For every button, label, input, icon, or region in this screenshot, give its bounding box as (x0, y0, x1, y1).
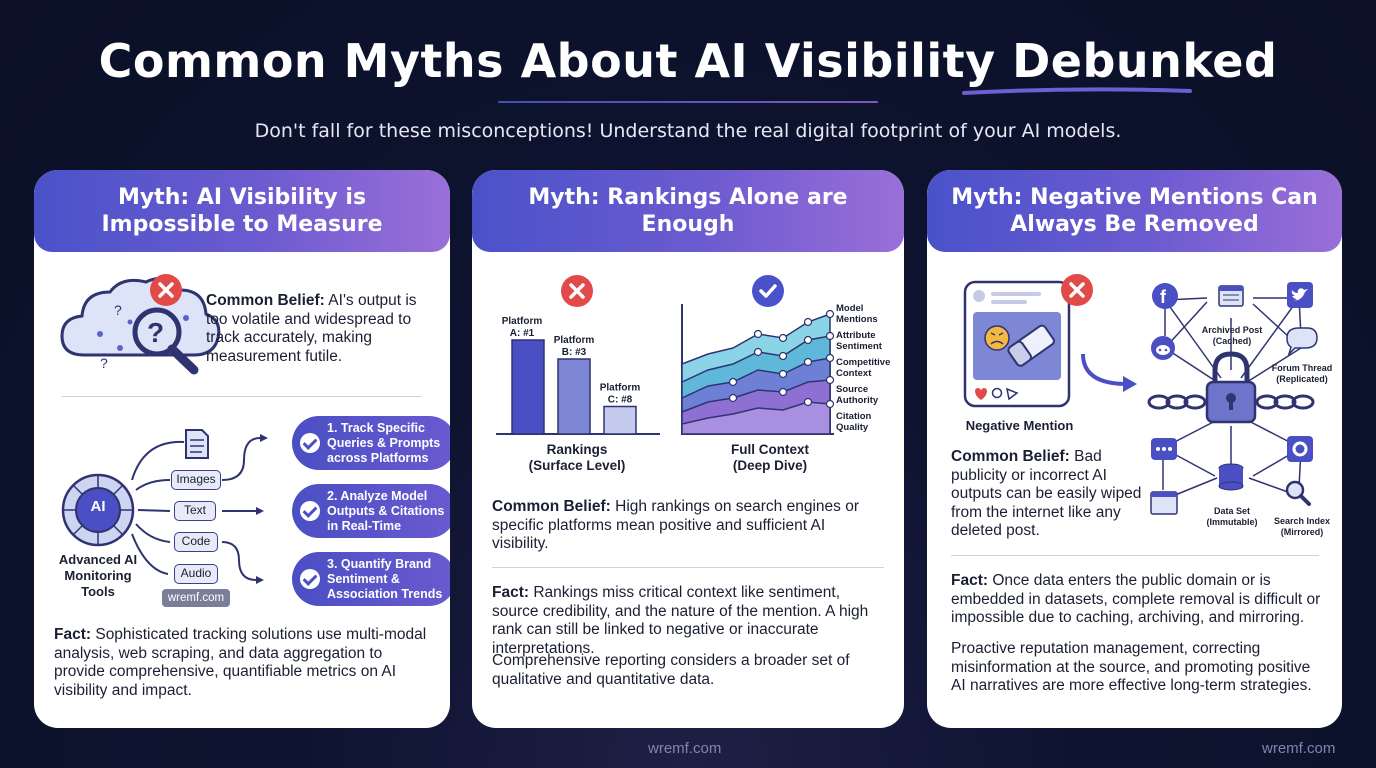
fact-text: Once data enters the public domain or is… (951, 572, 1321, 626)
svg-text:f: f (1160, 287, 1167, 307)
error-x-icon (1061, 274, 1093, 306)
svg-text:?: ? (100, 355, 108, 371)
ranking-bar-label: Platform (502, 316, 543, 327)
common-belief: Common Belief: AI's output is too volati… (206, 292, 426, 366)
fact-label: Fact: (54, 626, 92, 643)
ranking-bar-label: A: #1 (510, 328, 535, 339)
input-tag-audio: Audio (174, 564, 218, 584)
step-quantify-sentiment: 3. Quantify Brand Sentiment & Associatio… (292, 552, 450, 606)
input-tag-images: Images (171, 470, 221, 490)
cloud-search-icon: ? ? ? ? (60, 276, 221, 375)
step-label: 2. Analyze Model Outputs & Citations in … (327, 489, 445, 533)
page-subtitle: Don't fall for these misconceptions! Und… (254, 120, 1122, 142)
card-title: Myth: Negative Mentions Can Always Be Re… (927, 170, 1342, 252)
fact-text: Sophisticated tracking solutions use mul… (54, 626, 427, 699)
step-analyze-outputs: 2. Analyze Model Outputs & Citations in … (292, 484, 450, 538)
extra-note: Proactive reputation management, correct… (951, 640, 1312, 694)
divider (951, 555, 1319, 556)
input-tag-text: Text (174, 501, 216, 521)
svg-text:?: ? (147, 317, 164, 348)
arrow-right-icon (1081, 353, 1137, 392)
common-belief: Common Belief: High rankings on search e… (492, 498, 882, 554)
diagram-watermark: wremf.com (162, 589, 230, 607)
layer-label: Model Mentions (836, 303, 878, 325)
rankings-caption: Rankings (Surface Level) (512, 442, 642, 474)
error-x-icon (561, 275, 593, 307)
check-icon (300, 569, 320, 589)
tool-label: Advanced AI Monitoring Tools (58, 552, 138, 599)
common-belief: Common Belief: Bad publicity or incorrec… (951, 448, 1146, 541)
ranking-bar (603, 405, 637, 435)
ranking-bar (511, 339, 545, 435)
divider (492, 567, 884, 568)
layer-label: Attribute Sentiment (836, 330, 882, 352)
divider (62, 396, 422, 397)
step-track-queries: 1. Track Specific Queries & Prompts acro… (292, 416, 450, 470)
ranking-bar-label: B: #3 (562, 347, 587, 358)
ranking-bar-label: C: #8 (608, 395, 633, 406)
title-underline (498, 101, 878, 103)
card-title: Myth: Rankings Alone are Enough (472, 170, 904, 252)
footer-url-center[interactable]: wremf.com (648, 740, 722, 757)
check-icon (300, 433, 320, 453)
layer-label: Competitive Context (836, 357, 891, 379)
belief-label: Common Belief: (951, 448, 1070, 465)
rankings-caption-line2: (Surface Level) (528, 458, 626, 473)
negative-post-icon (963, 280, 1071, 408)
check-icon (300, 501, 320, 521)
step-label: 1. Track Specific Queries & Prompts acro… (327, 421, 441, 465)
fact: Fact: Sophisticated tracking solutions u… (54, 626, 434, 700)
fact-label: Fact: (492, 584, 530, 601)
context-layers-chart (681, 304, 835, 435)
belief-label: Common Belief: (492, 498, 611, 515)
fact: Fact: Once data enters the public domain… (951, 572, 1336, 628)
ranking-bar-label: Platform (600, 383, 641, 394)
ranking-bar-label: Platform (554, 335, 595, 346)
context-caption: Full Context (Deep Dive) (700, 442, 840, 474)
title-swoosh (962, 87, 1192, 95)
belief-text: Bad publicity or incorrect AI outputs ca… (951, 448, 1142, 539)
post-caption: Negative Mention (965, 418, 1074, 433)
myth-card-measurement: Myth: AI Visibility is Impossible to Mea… (34, 170, 450, 728)
layer-label: Source Authority (836, 384, 879, 406)
belief-label: Common Belief: (206, 292, 325, 309)
belief-text: AI's output is too volatile and widespre… (206, 292, 417, 365)
context-caption-line1: Full Context (731, 442, 809, 457)
context-layer-labels: Model Mentions Attribute Sentiment Compe… (836, 303, 902, 438)
ai-hub-label: AI (90, 498, 106, 515)
monitoring-connectors (61, 429, 268, 584)
check-circle-icon (752, 275, 784, 307)
data-persistence-network: f (1147, 282, 1318, 515)
error-x-icon (150, 274, 182, 306)
ranking-bar (557, 358, 591, 435)
rankings-caption-line1: Rankings (546, 442, 608, 457)
layer-label: Citation Quality (836, 411, 872, 433)
dataset-label: Data Set (Immutable) (1206, 506, 1258, 527)
forum-thread-label: Forum Thread (Replicated) (1271, 363, 1333, 384)
myth-card-removal: Myth: Negative Mentions Can Always Be Re… (927, 170, 1342, 728)
input-tag-code: Code (174, 532, 218, 552)
search-index-label: Search Index (Mirrored) (1273, 516, 1331, 537)
context-caption-line2: (Deep Dive) (732, 458, 808, 473)
fact: Fact: Rankings miss critical context lik… (492, 584, 887, 658)
svg-text:?: ? (114, 302, 122, 318)
extra-note: Comprehensive reporting considers a broa… (492, 652, 850, 688)
fact-text: Rankings miss critical context like sent… (492, 584, 869, 657)
step-label: 3. Quantify Brand Sentiment & Associatio… (327, 557, 443, 601)
fact-label: Fact: (951, 572, 989, 589)
belief-text: High rankings on search engines or speci… (492, 498, 859, 552)
page-title: Common Myths About AI Visibility Debunke… (98, 34, 1278, 88)
archived-post-label: Archived Post (Cached) (1201, 325, 1263, 346)
myth-card-rankings: Myth: Rankings Alone are Enough Platform… (472, 170, 904, 728)
footer-url-right[interactable]: wremf.com (1262, 740, 1336, 757)
card-title: Myth: AI Visibility is Impossible to Mea… (34, 170, 450, 252)
